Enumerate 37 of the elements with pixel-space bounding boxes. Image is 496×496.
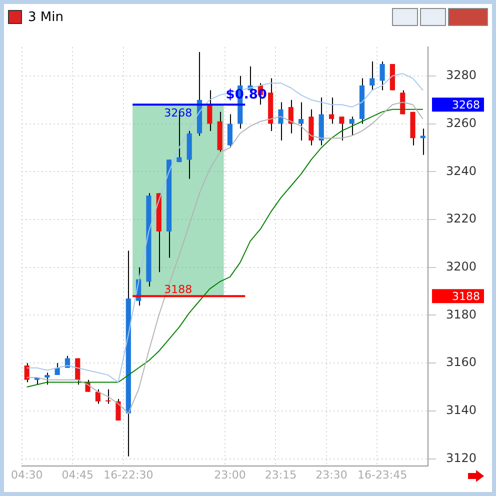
chart-title: 3 Min xyxy=(28,10,64,24)
y-tick-label: 3280 xyxy=(446,68,477,82)
text: 3188 xyxy=(452,290,480,304)
candlestick xyxy=(106,388,111,404)
candlestick xyxy=(308,108,314,146)
candlestick xyxy=(278,102,284,142)
y-tick-label: 3120 xyxy=(446,450,477,465)
x-tick-label: 04:45 xyxy=(62,468,94,482)
candlestick xyxy=(95,388,100,404)
candlestick xyxy=(349,116,354,136)
y-tick-label: 3200 xyxy=(446,259,477,274)
ref-line-label: 3188 xyxy=(164,283,192,296)
x-tick-label: 23:00 xyxy=(214,468,246,482)
x-tick-label: 23:30 xyxy=(316,468,348,482)
x-tick-label: 16-23:45 xyxy=(357,468,408,482)
x-tick-label: 04:30 xyxy=(11,468,43,482)
y-tick-label: 3220 xyxy=(446,212,477,226)
candlestick xyxy=(44,372,50,386)
x-tick-label: 16-22:30 xyxy=(104,468,154,482)
candlestick xyxy=(380,61,385,91)
y-tick-label: 3160 xyxy=(446,355,477,370)
candlestick xyxy=(328,96,334,124)
text: 3268 xyxy=(452,98,480,112)
y-tick-label: 3240 xyxy=(446,164,477,178)
candlestick xyxy=(339,116,344,142)
candlestick xyxy=(298,102,304,142)
candlestick xyxy=(227,114,233,148)
candlestick xyxy=(420,128,426,156)
candlestick xyxy=(207,90,212,132)
y-tick-label: 3140 xyxy=(446,403,477,418)
candlestick xyxy=(370,61,375,91)
x-tick-label: 23:15 xyxy=(264,468,297,482)
candlestick xyxy=(288,99,294,134)
y-tick-label: 3260 xyxy=(446,116,477,130)
candlestick xyxy=(75,358,80,386)
y-tick-label: 3180 xyxy=(446,307,477,322)
ref-line-label: 3268 xyxy=(164,106,192,120)
